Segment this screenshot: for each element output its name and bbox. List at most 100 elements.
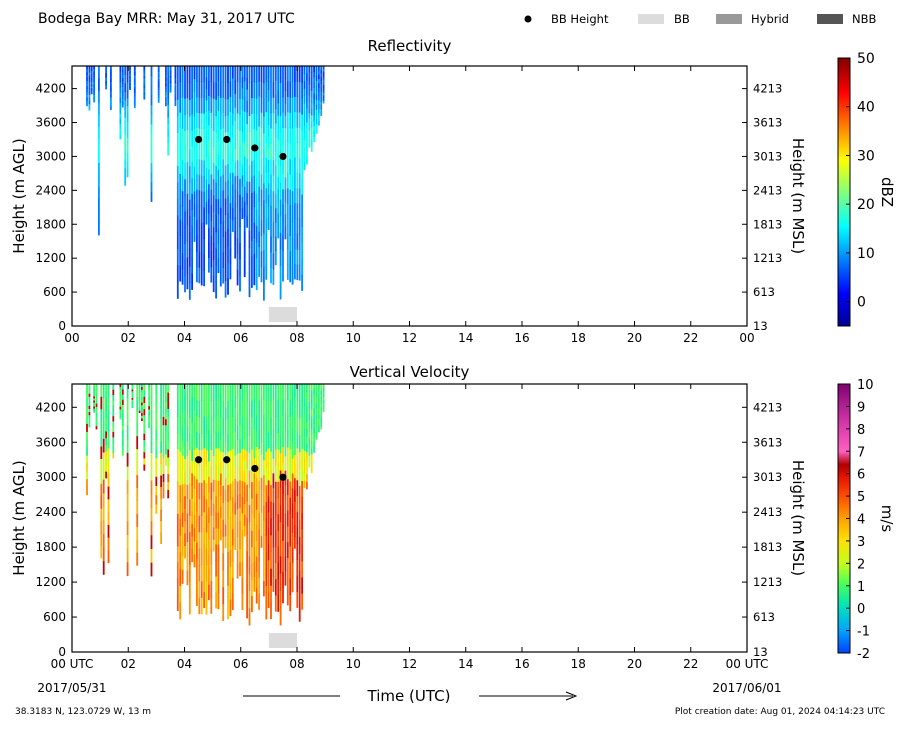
data-cell: [105, 471, 107, 479]
data-cell: [160, 486, 162, 499]
data-cell: [102, 492, 105, 507]
data-cell: [160, 463, 162, 476]
data-cell: [174, 83, 177, 87]
data-cell: [93, 408, 95, 411]
data-cell: [217, 125, 220, 141]
data-cell: [136, 409, 139, 424]
data-cell: [162, 473, 165, 483]
data-cell: [150, 534, 153, 549]
data-cell: [203, 81, 205, 98]
data-cell: [320, 104, 323, 109]
data-cell: [318, 425, 320, 429]
data-cell: [215, 416, 217, 433]
data-cell: [215, 544, 217, 561]
data-cell: [246, 434, 248, 452]
header-legend: BB Height BB Hybrid NBB: [524, 12, 876, 26]
data-cell: [184, 82, 186, 99]
data-cell: [88, 423, 91, 428]
data-cell: [169, 82, 172, 86]
data-cell: [267, 77, 270, 90]
data-cell: [203, 511, 205, 529]
data-cell: [165, 66, 167, 70]
data-cell: [224, 66, 227, 83]
data-cell: [227, 66, 229, 83]
data-cell: [203, 191, 205, 208]
data-cell: [205, 384, 208, 401]
data-cell: [198, 143, 201, 160]
data-cell: [260, 173, 263, 190]
data-cell: [239, 507, 241, 522]
data-cell: [260, 488, 263, 502]
data-cell: [320, 403, 323, 407]
data-cell: [212, 227, 215, 244]
data-cell: [210, 143, 213, 160]
data-cell: [279, 521, 282, 540]
data-cell: [253, 576, 256, 592]
data-cell: [274, 481, 277, 498]
data-cell: [229, 126, 232, 143]
data-cell: [286, 462, 289, 480]
data-cell: [301, 480, 303, 498]
data-cell: [258, 577, 260, 594]
data-cell: [236, 144, 239, 161]
data-cell: [263, 429, 265, 445]
data-cell: [86, 91, 88, 95]
data-cell: [270, 143, 272, 160]
data-cell: [296, 111, 299, 128]
data-cell: [234, 407, 237, 420]
data-cell: [222, 417, 225, 436]
data-cell: [301, 66, 303, 83]
data-cell: [246, 450, 248, 468]
data-cell: [191, 97, 193, 115]
data-cell: [291, 532, 294, 548]
data-cell: [88, 75, 91, 79]
data-field: [86, 66, 325, 301]
data-cell: [270, 518, 272, 536]
data-cell: [179, 434, 182, 452]
data-cell: [88, 396, 91, 400]
data-cell: [110, 87, 112, 92]
data-cell: [143, 427, 146, 434]
y-tick-label: 1800: [35, 217, 66, 231]
data-cell: [169, 69, 172, 73]
data-cell: [310, 90, 313, 97]
data-cell: [107, 396, 110, 411]
data-cell: [119, 398, 122, 402]
data-cell: [193, 488, 196, 503]
data-cell: [138, 386, 141, 389]
data-cell: [310, 466, 313, 474]
data-cell: [176, 497, 179, 514]
data-cell: [131, 389, 134, 392]
data-cell: [200, 580, 203, 598]
data-cell: [98, 114, 100, 127]
data-cell: [110, 75, 112, 79]
data-cell: [88, 94, 91, 98]
data-cell: [246, 181, 248, 194]
data-cell: [279, 573, 282, 591]
data-cell: [86, 439, 88, 448]
data-cell: [289, 158, 292, 175]
data-cell: [296, 203, 299, 220]
data-cell: [260, 112, 263, 129]
data-cell: [131, 390, 134, 393]
data-cell: [260, 66, 263, 82]
data-cell: [263, 414, 265, 430]
data-cell: [253, 487, 256, 503]
data-cell: [318, 66, 320, 71]
data-cell: [222, 112, 225, 129]
data-cell: [306, 481, 308, 490]
data-cell: [131, 394, 134, 397]
data-cell: [179, 384, 182, 402]
data-cell: [322, 401, 325, 405]
data-cell: [169, 75, 172, 78]
data-cell: [107, 384, 110, 398]
data-cell: [186, 113, 189, 131]
data-cell: [291, 112, 294, 129]
data-cell: [210, 416, 213, 434]
colorbar-tick-label: 10: [857, 378, 874, 393]
data-cell: [203, 144, 205, 161]
data-cell: [260, 220, 263, 236]
data-cell: [186, 272, 189, 290]
data-cell: [150, 425, 153, 440]
data-cell: [126, 397, 129, 412]
